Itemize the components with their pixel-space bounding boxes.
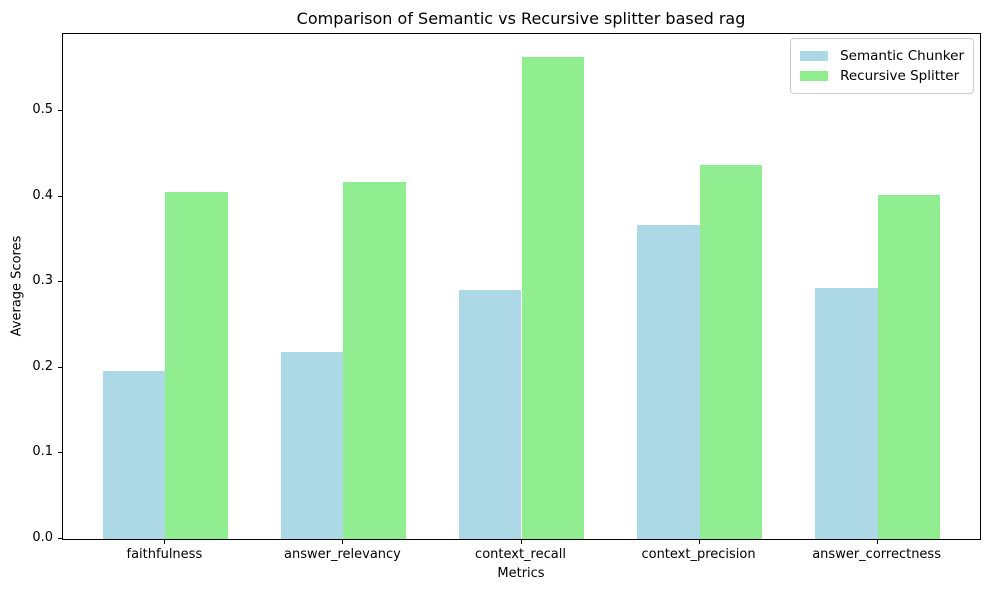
y-tick-label: 0.0	[32, 530, 53, 545]
bar-semantic-chunker-context_recall	[459, 289, 522, 539]
legend-label: Recursive Splitter	[840, 68, 960, 84]
legend-label: Semantic Chunker	[840, 48, 964, 64]
y-tick-mark	[58, 110, 63, 112]
y-tick-label: 0.1	[32, 444, 53, 460]
y-tick-mark	[58, 538, 63, 539]
bar-recursive-splitter-answer_correctness	[877, 194, 940, 539]
legend: Semantic Chunker Recursive Splitter	[790, 38, 974, 94]
x-tick-mark	[876, 539, 878, 544]
y-tick-label: 0.5	[32, 102, 53, 118]
x-tick-mark	[342, 539, 344, 544]
bar-semantic-chunker-context_precision	[637, 224, 700, 539]
x-tick-label-faithfulness: faithfulness	[126, 547, 203, 562]
y-tick-mark	[58, 452, 63, 454]
x-tick-label-context_recall: context_recall	[475, 547, 566, 562]
x-axis-label: Metrics	[497, 566, 545, 581]
plot-area: Semantic Chunker Recursive Splitter	[62, 33, 981, 540]
bar-recursive-splitter-faithfulness	[165, 192, 228, 539]
x-tick-mark	[164, 539, 166, 544]
chart-title: Comparison of Semantic vs Recursive spli…	[296, 9, 746, 28]
legend-entry: Semantic Chunker	[800, 46, 964, 66]
bar-recursive-splitter-answer_relevancy	[343, 182, 406, 539]
x-tick-mark	[698, 539, 700, 544]
bar-recursive-splitter-context_recall	[521, 57, 584, 539]
bar-recursive-splitter-context_precision	[699, 164, 762, 539]
y-tick-mark	[58, 195, 63, 197]
bar-semantic-chunker-answer_correctness	[815, 288, 878, 539]
legend-swatch-icon	[800, 51, 829, 61]
x-tick-mark	[520, 539, 522, 544]
bar-semantic-chunker-answer_relevancy	[281, 351, 344, 539]
x-tick-label-answer_relevancy: answer_relevancy	[284, 547, 401, 562]
y-tick-label: 0.2	[32, 358, 53, 374]
y-tick-label: 0.4	[32, 187, 53, 203]
y-tick-mark	[58, 366, 63, 368]
legend-entry: Recursive Splitter	[800, 66, 964, 86]
x-tick-label-context_precision: context_precision	[641, 547, 756, 562]
legend-swatch-icon	[800, 71, 829, 81]
x-tick-label-answer_correctness: answer_correctness	[812, 547, 941, 562]
y-tick-mark	[58, 281, 63, 283]
bar-semantic-chunker-faithfulness	[103, 371, 166, 539]
y-tick-label: 0.3	[32, 273, 53, 289]
